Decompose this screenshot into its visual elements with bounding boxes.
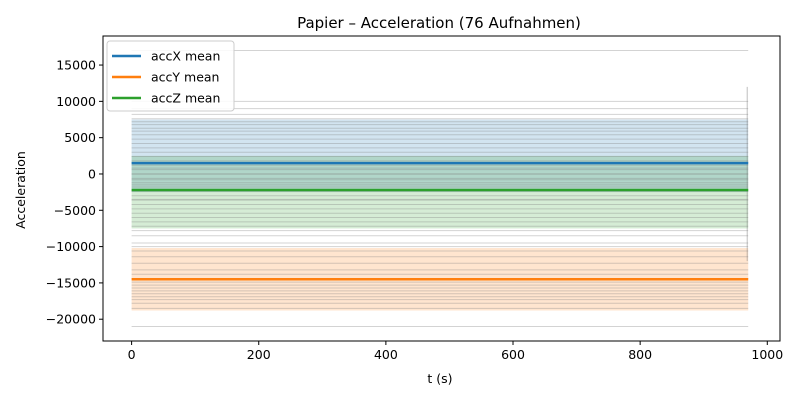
y-tick-label: 5000 bbox=[64, 130, 96, 145]
x-tick-label: 1000 bbox=[751, 347, 783, 362]
y-axis-label: Acceleration bbox=[13, 151, 28, 229]
x-tick-label: 400 bbox=[374, 347, 398, 362]
band-2 bbox=[131, 155, 749, 229]
y-tick-label: −15000 bbox=[46, 275, 96, 290]
legend-label-0: accX mean bbox=[151, 49, 220, 64]
x-tick-label: 0 bbox=[128, 347, 136, 362]
y-tick-label: 0 bbox=[88, 166, 96, 181]
plot-area bbox=[131, 50, 749, 327]
band-0 bbox=[131, 119, 749, 193]
y-tick-label: 15000 bbox=[56, 58, 96, 73]
legend-box bbox=[106, 40, 235, 112]
x-tick-label: 600 bbox=[501, 347, 525, 362]
y-axis: −20000 −15000 −10000 −5000 0 5000 10000 15000 bbox=[46, 58, 103, 327]
y-tick-label: −10000 bbox=[46, 239, 96, 254]
legend-label-1: accY mean bbox=[151, 70, 219, 85]
legend-label-2: accZ mean bbox=[151, 91, 220, 106]
y-tick-label: −5000 bbox=[54, 203, 96, 218]
x-axis-label: t (s) bbox=[427, 371, 452, 386]
y-tick-label: 10000 bbox=[56, 94, 96, 109]
x-tick-label: 200 bbox=[247, 347, 271, 362]
legend: accX mean accY mean accZ mean bbox=[106, 40, 235, 112]
x-tick-label: 800 bbox=[628, 347, 652, 362]
chart-title: Papier – Acceleration (76 Aufnahmen) bbox=[297, 14, 581, 32]
x-axis: 0 200 400 600 800 1000 bbox=[128, 341, 783, 362]
y-tick-label: −20000 bbox=[46, 312, 96, 327]
axes-frame bbox=[102, 35, 781, 342]
